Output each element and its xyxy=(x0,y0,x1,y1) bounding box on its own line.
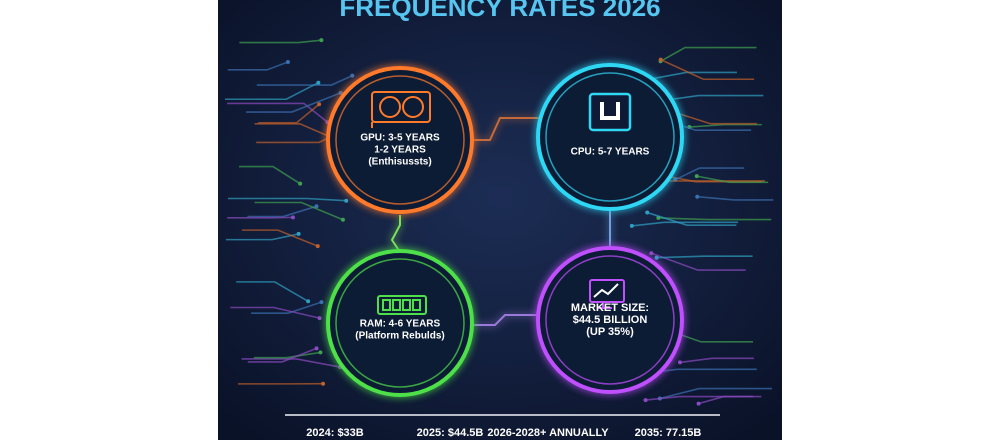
circuit-trace xyxy=(225,233,299,241)
cpu-ring xyxy=(536,63,684,211)
circuit-trace xyxy=(673,331,754,343)
ram-icon xyxy=(377,295,427,315)
panel xyxy=(218,0,782,440)
connectors xyxy=(390,117,611,326)
circuit-trace xyxy=(236,281,309,302)
circuit-trace xyxy=(660,58,755,81)
node-label: GPU: 3-5 YEARS xyxy=(360,133,440,144)
node-label: RAM: 4-6 YEARS xyxy=(360,319,441,330)
gpu-ring xyxy=(326,66,474,214)
circuit-trace xyxy=(679,357,754,364)
circuit-trace xyxy=(227,102,329,123)
circuit-trace xyxy=(256,74,353,86)
ram-ring xyxy=(326,249,474,397)
node-label: 1-2 YEARS xyxy=(374,145,426,156)
circuit-trace xyxy=(660,46,757,62)
circuit-trace xyxy=(247,205,317,218)
circuit-node xyxy=(298,181,303,186)
timeline-label: 2024: $33B xyxy=(306,427,364,439)
cpu-icon xyxy=(588,92,632,132)
circuit-trace xyxy=(697,195,774,201)
circuit-trace xyxy=(241,358,341,368)
circuit-trace xyxy=(631,221,739,227)
circuit-node xyxy=(695,194,700,199)
node-label: (Enthisussts) xyxy=(368,157,431,168)
circuit-node xyxy=(321,381,326,386)
node-label: $44.5 BILLION xyxy=(573,314,648,326)
circuit-node xyxy=(629,223,634,228)
circuit-trace xyxy=(698,395,762,405)
timeline: 2024: $33B 2025: $44.5B 2026-2028+ ANNUALL… xyxy=(306,427,701,439)
market-icon xyxy=(589,279,625,309)
circuit-node xyxy=(643,398,648,403)
circuit-node xyxy=(314,204,319,209)
circuit-node xyxy=(319,38,324,43)
title: FREQUENCY RATES 2026 xyxy=(339,0,660,22)
circuit-node xyxy=(317,102,322,107)
gpu-icon xyxy=(371,91,431,128)
circuit-node xyxy=(649,251,654,256)
node-label: (UP 35%) xyxy=(586,326,634,338)
circuit-trace xyxy=(651,252,746,271)
circuit-trace xyxy=(689,123,762,128)
circuit-trace xyxy=(659,387,773,400)
timeline-label: 2035: 77.15B xyxy=(635,427,702,439)
circuit-node xyxy=(290,215,295,220)
circuit-node xyxy=(338,90,343,95)
node-rings xyxy=(326,63,684,397)
circuit-trace xyxy=(251,301,322,315)
node-label: (Platform Rebulds) xyxy=(355,331,444,342)
circuit-trace xyxy=(227,61,289,71)
market-ring xyxy=(536,246,684,394)
circuit-trace xyxy=(253,351,321,359)
timeline-label: 2025: $44.5B xyxy=(417,427,484,439)
circuit-trace xyxy=(258,103,320,124)
circuit-node xyxy=(350,73,355,78)
circuit-node xyxy=(654,255,659,260)
circuit-node xyxy=(314,346,319,351)
circuit-trace xyxy=(696,175,769,184)
circuit-trace xyxy=(656,255,753,259)
circuit-trace xyxy=(246,92,341,113)
circuit-trace xyxy=(646,71,737,81)
node-label: MARKET SIZE: xyxy=(571,302,649,314)
circuit-node xyxy=(318,350,323,355)
circuit-trace xyxy=(225,81,319,101)
circuit-node xyxy=(306,299,311,304)
circuit-node xyxy=(696,401,701,406)
circuit-node xyxy=(340,217,345,222)
circuit-node xyxy=(316,80,321,85)
circuit-trace xyxy=(230,306,320,319)
circuit-node xyxy=(645,210,650,215)
circuit-node xyxy=(317,316,322,321)
circuit-trace xyxy=(666,109,757,125)
circuit-trace xyxy=(674,167,745,181)
circuit-trace xyxy=(247,347,317,363)
circuit-trace xyxy=(658,217,772,221)
circuit-trace xyxy=(239,39,322,44)
circuit-node xyxy=(296,231,301,236)
circuit-node xyxy=(319,300,324,305)
circuit-node xyxy=(694,174,699,179)
circuit-node xyxy=(344,198,349,203)
circuit-trace xyxy=(254,123,339,141)
circuit-trace xyxy=(646,211,737,226)
circuit-trace xyxy=(239,165,301,185)
circuit-trace xyxy=(228,197,347,202)
timeline-label: 2026-2028+ ANNUALLY xyxy=(487,427,609,439)
node-label: CPU: 5-7 YEARS xyxy=(571,147,650,158)
circuit-node xyxy=(315,244,320,249)
circuit-node xyxy=(285,59,290,64)
circuit-trace xyxy=(254,201,344,221)
circuit-trace xyxy=(241,229,319,247)
circuit-node xyxy=(677,360,682,365)
circuit-node xyxy=(658,57,663,62)
